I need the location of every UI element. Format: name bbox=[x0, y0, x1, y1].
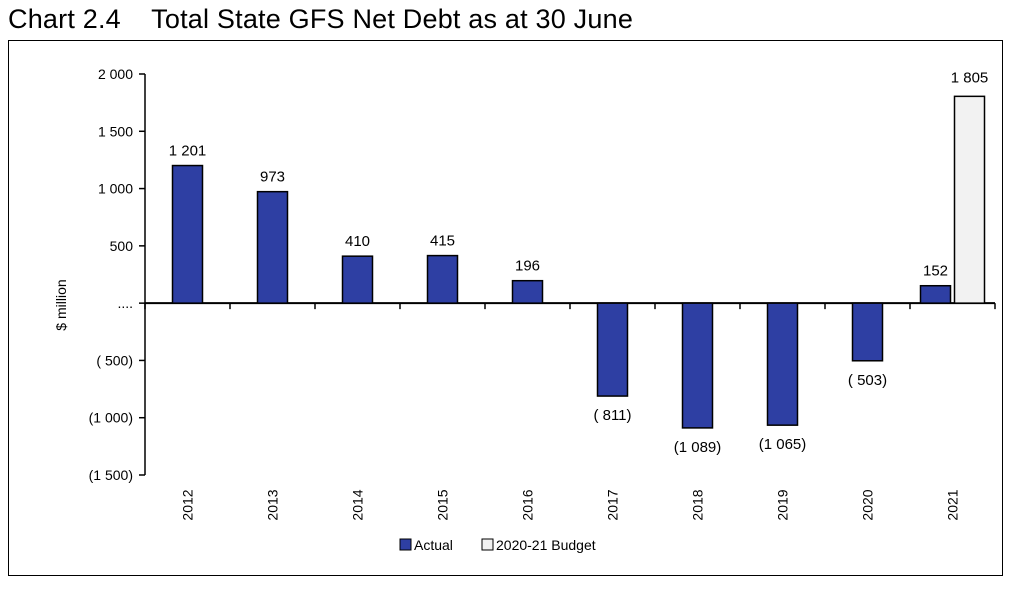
data-label: ( 811) bbox=[593, 407, 631, 424]
data-label: (1 089) bbox=[674, 439, 722, 456]
chart-frame bbox=[8, 40, 1003, 576]
y-tick-label: 1 000 bbox=[98, 181, 133, 197]
x-tick-label: 2019 bbox=[775, 489, 791, 520]
data-label: 973 bbox=[260, 169, 285, 186]
bar-actual bbox=[766, 302, 799, 426]
x-tick-label: 2020 bbox=[860, 489, 876, 520]
data-label: 1 805 bbox=[951, 69, 989, 86]
bar-actual bbox=[596, 302, 629, 397]
x-tick-label: 2012 bbox=[180, 489, 196, 520]
data-label: (1 065) bbox=[759, 436, 807, 453]
data-label: 410 bbox=[345, 233, 370, 250]
bar-budget bbox=[953, 95, 986, 304]
bar-actual bbox=[851, 302, 884, 362]
y-tick-label: (1 500) bbox=[89, 467, 133, 483]
y-tick-label: ( 500) bbox=[96, 352, 133, 368]
legend-swatch bbox=[399, 538, 412, 551]
x-tick-label: 2015 bbox=[435, 489, 451, 520]
bar-actual bbox=[919, 284, 952, 304]
y-tick-label: 2 000 bbox=[98, 66, 133, 82]
bar-actual bbox=[171, 164, 204, 304]
bar-actual bbox=[681, 302, 714, 429]
data-label: 152 bbox=[923, 263, 948, 280]
y-tick-label: (1 000) bbox=[89, 410, 133, 426]
x-tick-label: 2014 bbox=[350, 489, 366, 520]
y-axis-title: $ million bbox=[53, 279, 69, 330]
x-tick-label: 2021 bbox=[945, 489, 961, 520]
bar-actual bbox=[256, 190, 289, 304]
chart-title: Chart 2.4 Total State GFS Net Debt as at… bbox=[8, 4, 634, 34]
data-label: 196 bbox=[515, 258, 540, 275]
x-tick-label: 2013 bbox=[265, 489, 281, 520]
bar-actual bbox=[426, 254, 459, 304]
legend-label: Actual bbox=[414, 537, 453, 553]
x-tick-label: 2017 bbox=[605, 489, 621, 520]
legend-swatch bbox=[481, 538, 494, 551]
x-tick-label: 2018 bbox=[690, 489, 706, 520]
y-tick-label: 500 bbox=[110, 238, 134, 254]
bar-actual bbox=[511, 279, 544, 304]
data-label: 415 bbox=[430, 233, 455, 250]
data-label: ( 503) bbox=[848, 372, 887, 389]
y-tick-label: 1 500 bbox=[98, 123, 133, 139]
bar-actual bbox=[341, 255, 374, 304]
y-tick-label: .... bbox=[117, 295, 133, 311]
data-label: 1 201 bbox=[169, 143, 207, 160]
x-tick-label: 2016 bbox=[520, 489, 536, 520]
legend-label: 2020-21 Budget bbox=[496, 537, 596, 553]
